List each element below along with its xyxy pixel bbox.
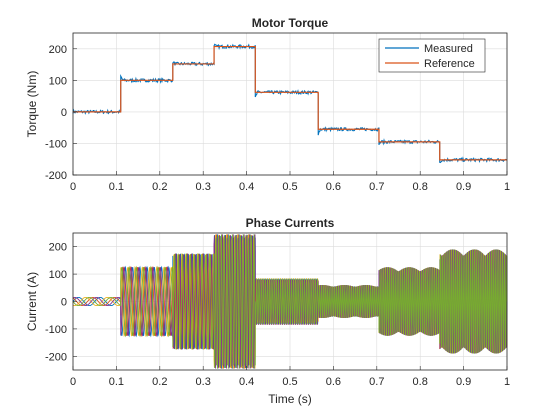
- x-tick-label: 1: [504, 181, 510, 193]
- torque-y-label: Torque (Nm): [25, 71, 39, 138]
- legend-label-measured: Measured: [424, 43, 473, 55]
- y-tick-label: -200: [45, 351, 67, 363]
- phase-current-line-5: [72, 234, 508, 369]
- torque-legend: Measured Reference: [378, 38, 486, 73]
- x-tick-label: 0.6: [326, 376, 341, 388]
- x-tick-label: 0.8: [413, 376, 428, 388]
- currents-title: Phase Currents: [246, 216, 335, 230]
- x-tick-label: 0.1: [109, 181, 124, 193]
- x-tick-label: 0.9: [456, 376, 471, 388]
- x-tick-label: 0.7: [369, 376, 384, 388]
- x-tick-label: 0.4: [239, 181, 254, 193]
- x-tick-label: 0.1: [109, 376, 124, 388]
- y-tick-label: 100: [49, 75, 67, 87]
- x-tick-label: 0.7: [369, 181, 384, 193]
- legend-label-reference: Reference: [424, 58, 475, 70]
- torque-series-group: [72, 43, 508, 164]
- x-tick-label: 0.4: [239, 376, 254, 388]
- x-tick-label: 0.3: [196, 181, 211, 193]
- x-tick-label: 0.2: [152, 376, 167, 388]
- y-tick-label: -100: [45, 324, 67, 336]
- x-tick-label: 0.5: [282, 181, 297, 193]
- x-tick-label: 0.6: [326, 181, 341, 193]
- currents-axes: 0 0.1 0.2 0.3 0.4 0.5 0.6 0.7 0.8 0.9 1 -200 -100 0 10…: [25, 216, 510, 406]
- currents-y-label: Current (A): [25, 272, 39, 331]
- currents-x-label: Time (s): [268, 392, 312, 406]
- x-tick-label: 0.9: [456, 181, 471, 193]
- currents-ticks: 0 0.1 0.2 0.3 0.4 0.5 0.6 0.7 0.8 0.9 1 -200 -100 0 10…: [45, 242, 510, 388]
- x-tick-label: 1: [504, 376, 510, 388]
- y-tick-label: 100: [49, 269, 67, 281]
- x-tick-label: 0.3: [196, 376, 211, 388]
- x-tick-label: 0: [70, 181, 76, 193]
- series-line-reference: [73, 45, 507, 161]
- y-tick-label: 0: [61, 107, 67, 119]
- torque-axes: 0 0.1 0.2 0.3 0.4 0.5 0.6 0.7 0.8 0.9 1 -200 -100 0 10…: [25, 16, 510, 193]
- x-tick-label: 0.5: [282, 376, 297, 388]
- legend-box: [378, 38, 486, 73]
- y-tick-label: -100: [45, 138, 67, 150]
- torque-title: Motor Torque: [252, 16, 329, 30]
- y-tick-label: -200: [45, 170, 67, 182]
- x-tick-label: 0: [70, 376, 76, 388]
- x-tick-label: 0.8: [413, 181, 428, 193]
- y-tick-label: 200: [49, 242, 67, 254]
- currents-series-group: [72, 234, 508, 369]
- torque-ticks: 0 0.1 0.2 0.3 0.4 0.5 0.6 0.7 0.8 0.9 1 -200 -100 0 10…: [45, 44, 510, 193]
- x-tick-label: 0.2: [152, 181, 167, 193]
- y-tick-label: 0: [61, 297, 67, 309]
- y-tick-label: 200: [49, 44, 67, 56]
